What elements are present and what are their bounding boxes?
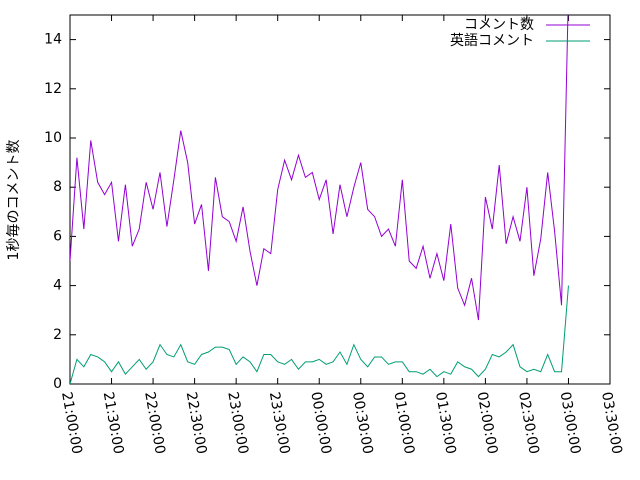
x-tick-label: 02:00:00 — [474, 391, 501, 456]
y-tick-label: 8 — [53, 179, 62, 195]
y-tick-label: 2 — [53, 327, 62, 343]
x-tick-label: 00:30:00 — [349, 391, 376, 456]
series-line — [70, 15, 569, 321]
x-tick-label: 23:00:00 — [224, 391, 251, 456]
plot-area — [70, 15, 569, 384]
y-tick-label: 12 — [44, 81, 62, 97]
plot-frame — [69, 14, 611, 385]
x-tick-label: 23:30:00 — [266, 391, 293, 456]
x-tick-label: 21:30:00 — [100, 391, 127, 456]
x-tick-label: 02:30:00 — [515, 391, 542, 456]
x-tick-label: 22:30:00 — [183, 391, 210, 456]
x-tick-label: 22:00:00 — [141, 391, 168, 456]
legend-label: 英語コメント — [450, 32, 534, 49]
y-tick-label: 4 — [53, 278, 62, 294]
y-tick-label: 6 — [53, 228, 62, 244]
x-tick-label: 01:00:00 — [390, 391, 417, 456]
x-tick-label: 00:00:00 — [307, 391, 334, 456]
x-tick-label: 03:30:00 — [598, 391, 625, 456]
x-tick-label: 01:30:00 — [432, 391, 459, 456]
x-tick-label: 21:00:00 — [58, 391, 85, 456]
y-tick-label: 10 — [44, 130, 62, 146]
y-tick-label: 14 — [44, 32, 62, 48]
legend-label: コメント数 — [464, 17, 534, 33]
series-line — [70, 285, 569, 384]
x-tick-label: 03:00:00 — [557, 391, 584, 456]
y-axis-label: 1秒毎のコメント数 — [6, 140, 22, 261]
y-tick-label: 0 — [53, 376, 62, 392]
